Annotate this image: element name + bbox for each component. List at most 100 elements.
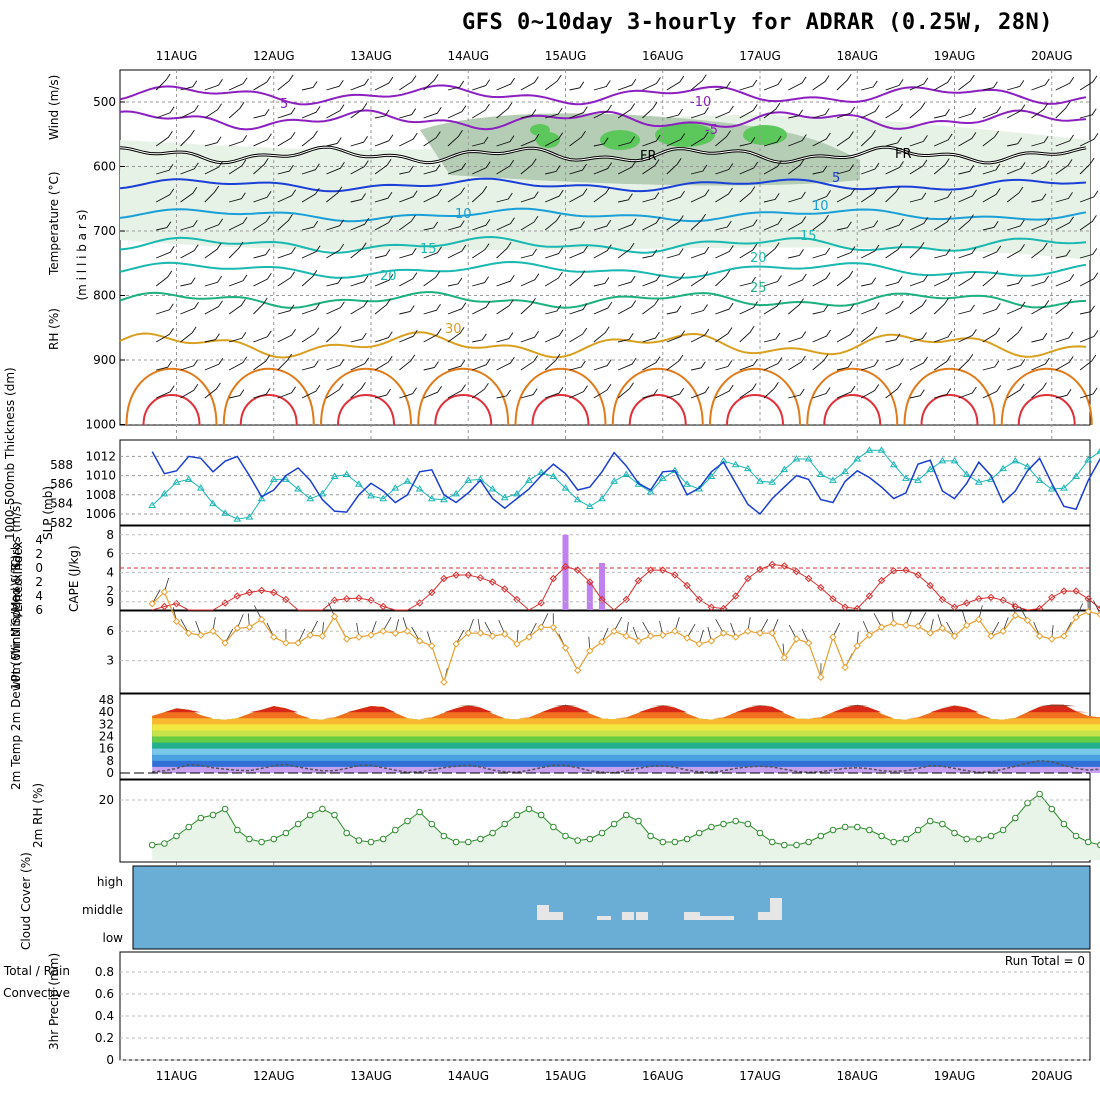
wind-barb (1055, 356, 1074, 371)
wind-speed-point (950, 632, 959, 640)
wind-barb (861, 187, 879, 203)
wind-barb (569, 106, 588, 119)
rh-point (695, 829, 703, 837)
thickness-point (172, 478, 181, 485)
wind-barb (447, 384, 466, 399)
wind-barb (958, 247, 977, 259)
wind-speed-point (659, 631, 667, 639)
isotherm-15 (119, 235, 1087, 254)
cape-bar (586, 581, 593, 610)
wind-barb (180, 220, 198, 231)
wind-speed-point (817, 673, 825, 681)
wind-barb (617, 382, 634, 399)
thickness-point (622, 470, 631, 477)
wind-barb (472, 358, 491, 371)
wind-barb (666, 158, 682, 175)
wind-barb (520, 158, 537, 175)
wind-barb (374, 158, 392, 175)
temp-tick-label: 24 (99, 730, 114, 744)
wind-barb (812, 305, 829, 315)
wind-barb (326, 326, 342, 343)
thickness-point (768, 478, 777, 485)
wind-barb (277, 107, 296, 119)
wind-barb (447, 162, 466, 175)
wind-barb (593, 137, 609, 147)
wind-barb (253, 108, 270, 119)
wind-barb (788, 134, 807, 147)
wind-barb (1006, 301, 1026, 315)
date-label-bottom: 20AUG (1031, 1069, 1073, 1083)
isotherm-label: 30 (445, 322, 462, 337)
wind-barb (909, 274, 929, 287)
wind-barb (204, 160, 224, 175)
li-point (890, 567, 898, 575)
wind-barb (934, 330, 953, 343)
wind-barb (812, 108, 830, 119)
wind-barb (156, 246, 175, 259)
wind-barb (350, 332, 367, 343)
wind-barb (1007, 137, 1023, 147)
wind-barb (715, 360, 733, 371)
wind-barb (155, 188, 175, 203)
li-point (501, 585, 509, 593)
isotherm-40-dome (823, 394, 882, 426)
wind-barb (1079, 215, 1097, 231)
wind-barb (229, 389, 245, 399)
wind-barb (544, 74, 562, 91)
cape-bar (562, 534, 569, 610)
wind-barb (642, 159, 660, 175)
li-point (561, 562, 570, 571)
li-point (659, 566, 667, 574)
thickness-point (464, 476, 473, 483)
thickness-point (561, 484, 570, 491)
wind-speed-point (719, 629, 728, 637)
thickness-point (950, 456, 959, 464)
wind-speed-point (1023, 616, 1032, 625)
rh-point (501, 820, 509, 828)
wind-barb (982, 81, 998, 91)
isotherm-5 (119, 177, 1087, 193)
wind-barb (545, 329, 564, 343)
thickness-point (233, 515, 242, 522)
wind-barb (715, 270, 731, 287)
li-point (282, 595, 290, 604)
wind-barb (812, 165, 828, 175)
wind-barb (472, 103, 490, 119)
rh-point (854, 823, 861, 831)
wind-barb (593, 219, 612, 231)
wind-barb (763, 193, 780, 203)
wind-barb (1031, 300, 1050, 315)
thickness-point (354, 480, 363, 487)
wind-barb (204, 358, 224, 371)
wind-barb (180, 359, 199, 371)
rh-point (148, 841, 156, 849)
thickness-point (342, 470, 351, 477)
rh-point (610, 820, 618, 828)
wind-barb (326, 161, 345, 175)
temp-tick-label: 40 (99, 705, 114, 719)
wind-barb (496, 274, 515, 287)
wind-barb (593, 383, 612, 399)
rh-area (152, 794, 1100, 860)
wind-barb (1006, 244, 1025, 259)
isotherm-35-dome (903, 367, 996, 426)
temp-tick-label: 48 (99, 693, 114, 707)
wind-barb (1055, 216, 1074, 231)
wind-barb (982, 130, 999, 147)
wind-barb (545, 107, 563, 119)
rh-point (659, 838, 667, 846)
wind-speed-point (1011, 611, 1019, 620)
temp-axis-label: 2m Temp 2m DewPt (6hr Min/Max) (°C) (9, 555, 23, 790)
rh-point (1048, 805, 1056, 813)
wind-barb (544, 214, 561, 231)
wind-barb (885, 103, 903, 119)
wind-barb (350, 382, 366, 399)
wind-speed-point (160, 588, 169, 596)
wind-barb (593, 162, 613, 175)
wind-barb (715, 187, 733, 203)
wind-barb (909, 356, 928, 371)
rh-point (161, 840, 168, 847)
wind-barb (350, 357, 370, 371)
rh-point (902, 835, 910, 843)
wind-barb (301, 163, 320, 175)
